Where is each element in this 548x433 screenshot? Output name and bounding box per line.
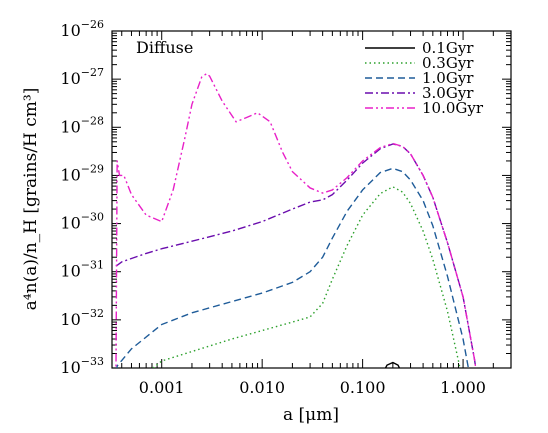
y-tick-labels: 10−33 10−32 10−31 10−30 10−29 10−28 10−27 10−26 [60,18,104,377]
y-tick-label: 10−29 [60,162,104,184]
x-tick-label: 1.000 [440,378,486,397]
y-tick-label: 10−32 [60,307,104,329]
series-line-4 [115,72,477,368]
x-axis-label: a [μm] [283,405,339,425]
y-tick-label: 10−28 [60,114,104,136]
x-tick-label: 0.010 [239,378,285,397]
annotation-label: Diffuse [136,38,193,57]
series-line-1 [152,186,461,368]
y-axis-label: a⁴n(a)/n_H [grains/H cm³] [21,88,41,311]
legend-label: 3.0Gyr [422,84,474,102]
legend-label: 10.0Gyr [422,99,484,117]
axis-ticks [112,30,512,369]
y-tick-label: 10−30 [60,211,104,233]
y-tick-label: 10−27 [60,66,104,88]
series-group [115,72,477,368]
x-tick-label: 0.001 [139,378,185,397]
legend-label: 1.0Gyr [422,69,474,87]
x-tick-labels: 0.001 0.010 0.100 1.000 [139,378,486,397]
series-line-2 [116,167,470,368]
series-line-0 [384,361,401,368]
plot-frame [111,30,512,369]
legend-label: 0.1Gyr [422,39,474,57]
legend-label: 0.3Gyr [422,54,474,72]
y-tick-label: 10−31 [60,259,104,281]
x-tick-label: 0.100 [340,378,386,397]
y-tick-label: 10−33 [60,355,104,377]
series-line-3 [115,143,477,368]
y-tick-label: 10−26 [60,18,104,40]
